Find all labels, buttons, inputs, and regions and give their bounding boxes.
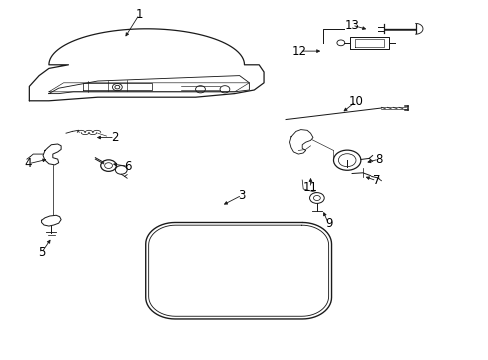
Text: 2: 2 [111, 131, 119, 144]
Text: 12: 12 [291, 45, 306, 58]
Text: 7: 7 [372, 174, 380, 187]
Text: 9: 9 [324, 217, 332, 230]
Text: 4: 4 [24, 157, 32, 170]
Text: 1: 1 [135, 8, 143, 21]
Text: 5: 5 [38, 246, 45, 259]
Text: 10: 10 [348, 95, 363, 108]
Text: 11: 11 [303, 181, 317, 194]
Text: 6: 6 [124, 160, 132, 173]
Text: 8: 8 [374, 153, 382, 166]
Text: 3: 3 [238, 189, 245, 202]
Text: 13: 13 [344, 19, 359, 32]
